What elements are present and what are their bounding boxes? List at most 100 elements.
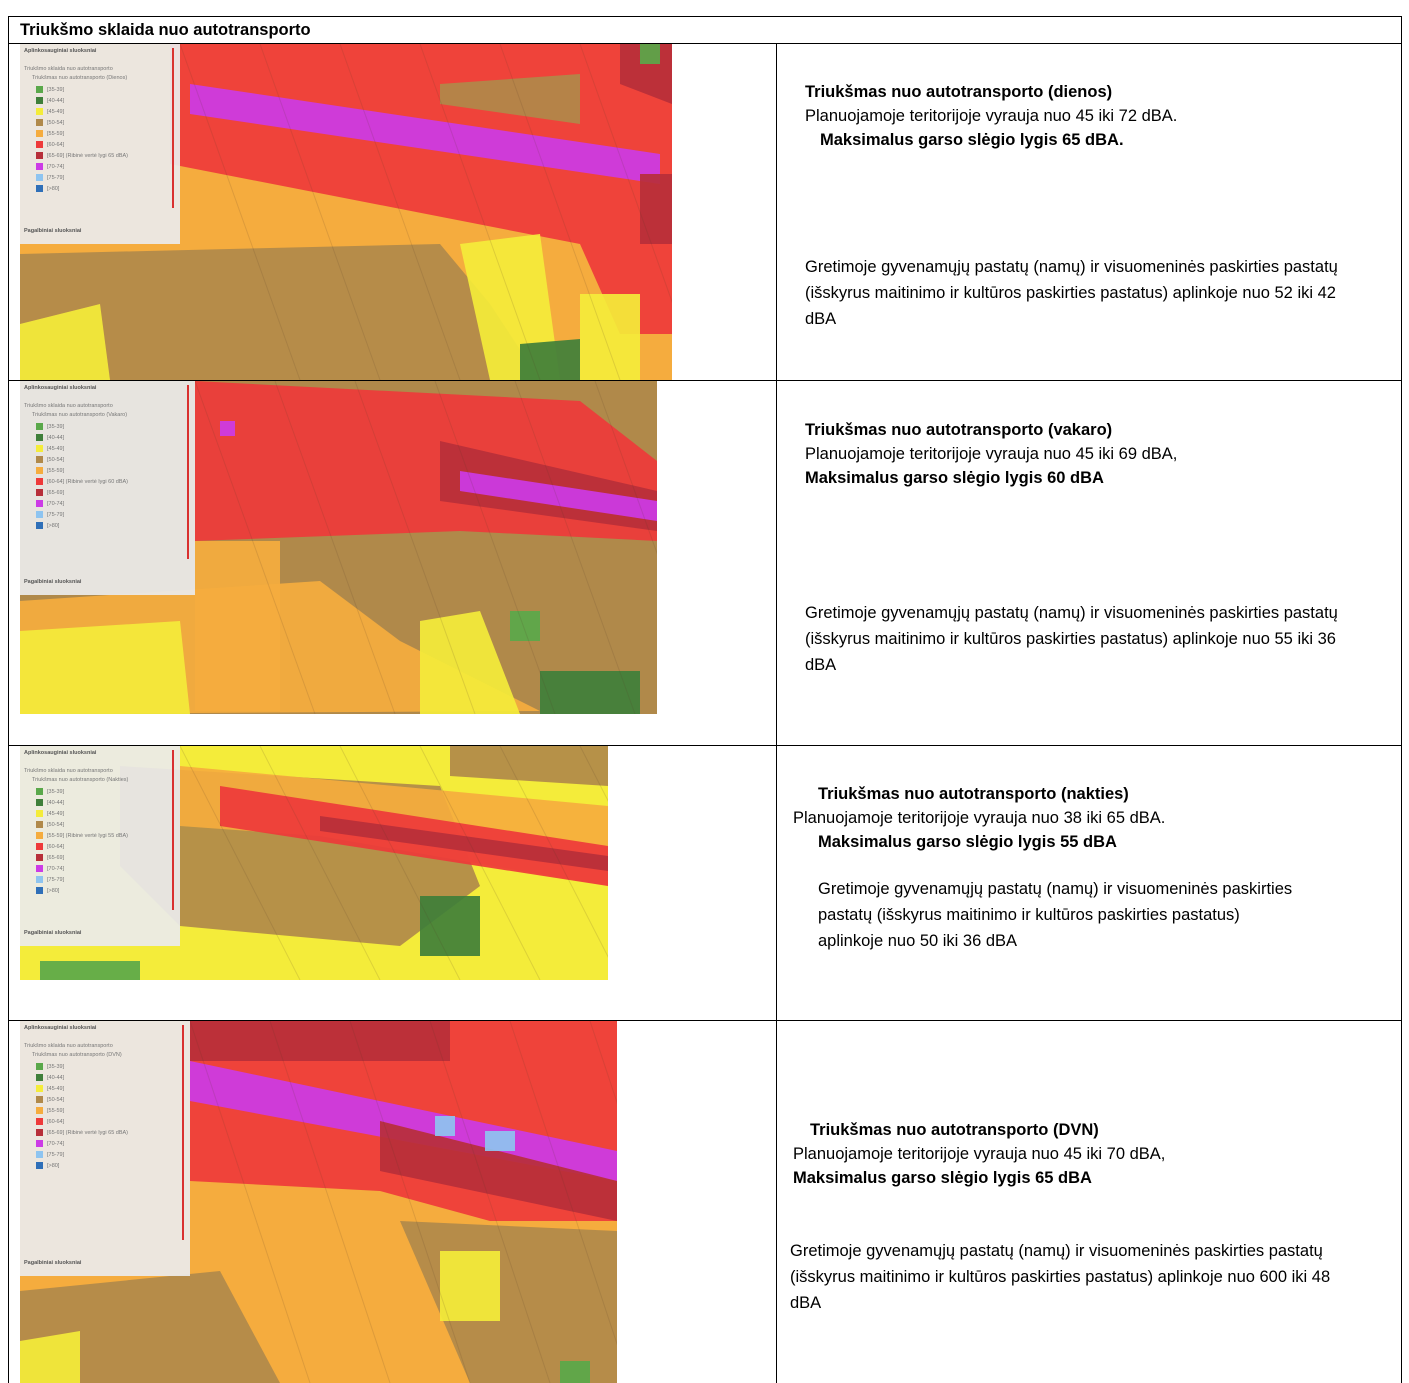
map-area xyxy=(190,1021,450,1061)
legend-label: [50-54] xyxy=(47,1096,65,1103)
legend-swatch xyxy=(36,1140,43,1147)
legend-subtitle: Triukšmo sklaida nuo autotransporto xyxy=(24,66,113,72)
legend-item: [50-54] xyxy=(36,1094,186,1105)
legend-item: [45-49] xyxy=(36,443,191,454)
legend-item: [55-59] xyxy=(36,128,176,139)
legend-label: [40-44] xyxy=(47,97,65,104)
legend-swatch xyxy=(36,511,43,518)
legend-item: [50-54] xyxy=(36,117,176,128)
legend-label: [65-69] (Ribinė vertė lygi 65 dBA) xyxy=(47,152,129,159)
legend-item: [75-79] xyxy=(36,509,191,520)
map-area xyxy=(320,816,608,871)
legend-item: [50-54] xyxy=(36,454,191,465)
legend-label: [50-54] xyxy=(47,119,65,126)
legend-swatch xyxy=(36,799,43,806)
legend-subtitle: Triukšmo sklaida nuo autotransporto xyxy=(24,1043,113,1049)
legend-layer: Triukšmas nuo autotransporto (Nakties) xyxy=(32,777,129,783)
map-area xyxy=(190,84,660,184)
scrollbar xyxy=(187,385,189,559)
legend-item: [60-64] xyxy=(36,139,176,150)
map-area xyxy=(485,1131,515,1151)
neighbors-text: Gretimoje gyvenamųjų pastatų (namų) ir v… xyxy=(805,258,1338,328)
map: Aplinkosauginiai sluoksniai Triukšmo skla… xyxy=(20,746,608,980)
map-area xyxy=(420,611,520,714)
legend-item: [35-39] xyxy=(36,1061,186,1072)
neighbors-text: Gretimoje gyvenamųjų pastatų (namų) ir v… xyxy=(790,1242,1331,1312)
legend-label: [35-39] xyxy=(47,423,65,430)
legend-swatch xyxy=(36,456,43,463)
legend-swatch xyxy=(36,86,43,93)
border xyxy=(776,43,777,1383)
legend-swatch xyxy=(36,423,43,430)
legend-swatch xyxy=(36,500,43,507)
legend-swatch xyxy=(36,163,43,170)
section-heading: Triukšmas nuo autotransporto (nakties) xyxy=(818,785,1129,803)
legend-swatch xyxy=(36,445,43,452)
legend-item: [40-44] xyxy=(36,1072,186,1083)
legend-item: [>80] xyxy=(36,520,191,531)
map-area xyxy=(540,671,640,714)
legend-item: [>80] xyxy=(36,183,176,194)
map-area xyxy=(499,746,608,958)
map-area xyxy=(460,471,657,521)
legend-label: [55-59] xyxy=(47,130,65,137)
map: Aplinkosauginiai sluoksniai Triukšmo skla… xyxy=(20,1021,617,1383)
border xyxy=(8,43,1402,44)
legend-swatch xyxy=(36,1063,43,1070)
border xyxy=(8,16,1402,17)
scrollbar xyxy=(172,750,174,910)
map-area xyxy=(20,244,540,380)
legend-item: [55-59] xyxy=(36,465,191,476)
scrollbar xyxy=(182,1025,184,1240)
legend-swatch xyxy=(36,865,43,872)
legend-item: [>80] xyxy=(36,885,176,896)
map-area xyxy=(20,621,190,714)
range-line: Planuojamoje teritorijoje vyrauja nuo 45… xyxy=(805,445,1178,463)
legend-item: [50-54] xyxy=(36,819,176,830)
legend-swatch xyxy=(36,832,43,839)
legend-swatch xyxy=(36,130,43,137)
legend-item: [60-64] xyxy=(36,841,176,852)
map-area xyxy=(20,1331,80,1383)
map-area xyxy=(560,1361,590,1383)
map-area xyxy=(429,1021,551,1383)
legend-swatch xyxy=(36,887,43,894)
legend-swatch xyxy=(36,522,43,529)
legend-swatch xyxy=(36,97,43,104)
neighbors-text: Gretimoje gyvenamųjų pastatų (namų) ir v… xyxy=(818,880,1293,950)
legend-swatch xyxy=(36,174,43,181)
legend-swatch xyxy=(36,1162,43,1169)
legend-swatch xyxy=(36,434,43,441)
legend: Aplinkosauginiai sluoksniai Triukšmo skla… xyxy=(20,44,180,244)
map-area xyxy=(589,1021,617,1105)
map-area xyxy=(259,44,381,380)
legend-swatch xyxy=(36,478,43,485)
legend-label: [65-69] xyxy=(47,854,65,861)
legend-swatch xyxy=(36,810,43,817)
legend-item: [45-49] xyxy=(36,106,176,117)
legend-item: [>80] xyxy=(36,1160,186,1171)
legend-subtitle: Triukšmo sklaida nuo autotransporto xyxy=(24,768,113,774)
legend-layer: Triukšmas nuo autotransporto (DVN) xyxy=(32,1052,122,1058)
legend-title: Aplinkosauginiai sluoksniai xyxy=(24,48,97,54)
map-area xyxy=(579,44,672,304)
map: Aplinkosauginiai sluoksniai Triukšmo skla… xyxy=(20,381,657,714)
legend-label: [45-49] xyxy=(47,810,65,817)
legend-title: Aplinkosauginiai sluoksniai xyxy=(24,1025,97,1031)
legend-label: [40-44] xyxy=(47,434,65,441)
legend-swatch xyxy=(36,489,43,496)
legend-label: [65-69] (Ribinė vertė lygi 65 dBA) xyxy=(47,1129,129,1136)
table-title: Triukšmo sklaida nuo autotransporto xyxy=(20,21,311,39)
map-area xyxy=(434,381,556,714)
legend-label: [50-54] xyxy=(47,456,65,463)
map-area xyxy=(40,961,140,980)
map-area xyxy=(179,44,301,380)
legend-swatch xyxy=(36,1085,43,1092)
legend-item: [35-39] xyxy=(36,421,191,432)
legend-label: [>80] xyxy=(47,887,60,894)
legend-item: [75-79] xyxy=(36,1149,186,1160)
map-area xyxy=(509,1021,617,1346)
legend-swatch xyxy=(36,119,43,126)
map-area xyxy=(339,746,461,980)
